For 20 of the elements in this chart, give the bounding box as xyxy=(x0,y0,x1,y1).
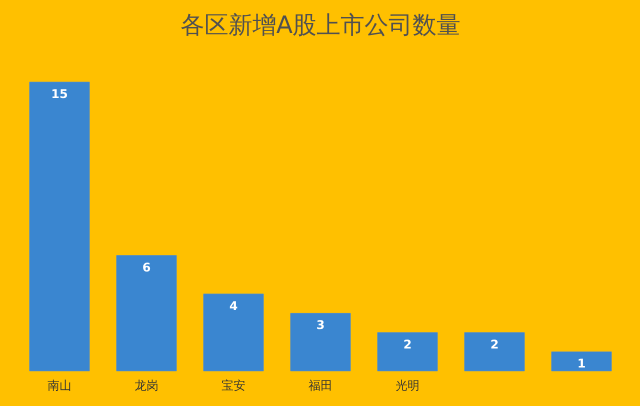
bar xyxy=(551,351,612,372)
bar xyxy=(29,82,90,372)
bar xyxy=(377,332,438,372)
x-tick-label: 宝安 xyxy=(222,378,246,392)
bar xyxy=(203,294,264,372)
x-tick-label: 龙岗 xyxy=(134,378,158,392)
x-tick-label: 福田 xyxy=(308,378,332,392)
bar xyxy=(464,332,525,372)
data-label: 6 xyxy=(142,260,151,274)
x-tick-label: 光明 xyxy=(396,378,420,392)
data-label: 3 xyxy=(316,318,325,332)
bar xyxy=(290,312,351,372)
data-label: 1 xyxy=(577,356,586,371)
bar xyxy=(116,255,177,372)
x-tick-label: 南山 xyxy=(48,378,72,392)
data-label: 15 xyxy=(51,87,68,101)
chart-title: 各区新增A股上市公司数量 xyxy=(180,10,461,39)
data-label: 2 xyxy=(490,337,499,352)
data-label: 4 xyxy=(229,298,238,313)
data-label: 2 xyxy=(403,337,412,352)
